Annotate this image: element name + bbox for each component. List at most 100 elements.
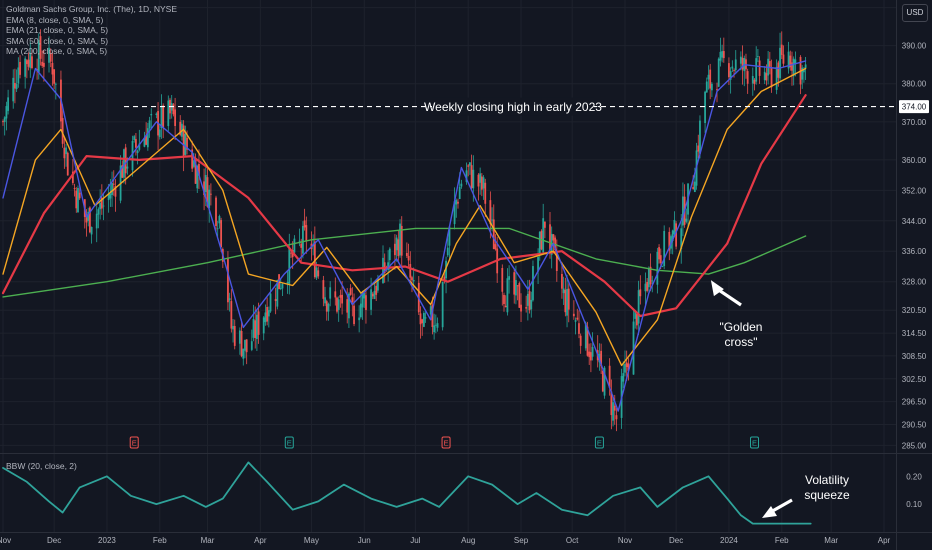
candle-body <box>717 58 720 87</box>
candle-body <box>492 219 495 250</box>
candle-body <box>608 365 611 388</box>
candle-body <box>508 276 511 280</box>
candle-body <box>441 281 444 328</box>
candle-body <box>65 147 67 155</box>
candle-body <box>576 317 579 320</box>
candle-body <box>264 312 267 323</box>
candle-body <box>337 299 340 310</box>
candle-body <box>578 323 580 334</box>
candle-body <box>610 391 613 416</box>
candle-body <box>71 171 74 183</box>
candle-body <box>460 183 463 187</box>
candle-body <box>399 223 401 256</box>
earnings-marker-label: E <box>597 439 602 448</box>
time-tick-label: Dec <box>47 536 61 545</box>
time-tick-label: 2023 <box>98 536 116 545</box>
candle-body <box>429 306 432 315</box>
candle-body <box>562 288 565 294</box>
price-tick-label: 314.50 <box>902 329 927 338</box>
sma50-line <box>1 94 807 318</box>
candle-body <box>388 248 391 261</box>
candle-body <box>448 226 451 246</box>
bbw-line <box>2 461 812 525</box>
candle-body <box>14 82 16 89</box>
candle-body <box>601 370 604 392</box>
candle-body <box>494 244 497 250</box>
candle-body <box>421 319 424 324</box>
candle-body <box>12 77 15 102</box>
candle-body <box>167 100 170 127</box>
candle-body <box>75 190 78 209</box>
candle-body <box>457 201 459 204</box>
candle-body <box>228 298 231 301</box>
candle-body <box>649 266 652 285</box>
candle-body <box>317 270 320 277</box>
price-tick-label: 296.50 <box>902 398 927 407</box>
candle-body <box>53 69 56 84</box>
candle-body <box>66 152 69 176</box>
candle-body <box>254 320 257 338</box>
candle-body <box>41 61 44 66</box>
candle-body <box>155 113 158 116</box>
candle-body <box>722 51 725 59</box>
candle-body <box>586 326 589 356</box>
candle-body <box>590 352 592 361</box>
candle-body <box>382 257 384 283</box>
candle-body <box>770 67 773 88</box>
candle-body <box>87 211 90 221</box>
candle-body <box>133 136 136 141</box>
candle-body <box>126 166 129 169</box>
candle-body <box>733 70 735 71</box>
price-tick-label: 302.50 <box>902 375 927 384</box>
candle-body <box>658 247 660 260</box>
candle-body <box>387 262 390 270</box>
bbw-legend: BBW (20, close, 2) <box>6 461 77 471</box>
weekly-high-label-bg <box>432 97 594 116</box>
candle-body <box>644 283 647 292</box>
candle-body <box>647 268 650 288</box>
candle-body <box>525 307 528 309</box>
candle-body <box>615 415 618 420</box>
candle-body <box>469 162 471 166</box>
candle-body <box>792 58 795 77</box>
candle-body <box>397 239 400 257</box>
candle-body <box>24 58 27 77</box>
currency-button[interactable]: USD <box>902 4 928 22</box>
candle-body <box>639 289 642 297</box>
candle-body <box>709 69 712 89</box>
candle-body <box>348 293 350 319</box>
golden-cross-label-line1: "Golden <box>720 320 763 334</box>
candle-body <box>238 330 241 344</box>
price-tag-bg <box>899 100 929 114</box>
earnings-marker <box>441 436 451 449</box>
candle-body <box>138 143 141 150</box>
candle-body <box>114 186 117 197</box>
candle-body <box>184 133 187 155</box>
candle-body <box>579 335 582 346</box>
candle-body <box>145 135 148 145</box>
candle-body <box>351 297 354 303</box>
candle-body <box>358 317 361 321</box>
candle-body <box>363 293 366 299</box>
candle-body <box>29 53 32 68</box>
candle-body <box>719 51 722 61</box>
candle-body <box>194 160 197 184</box>
candle-body <box>325 301 328 312</box>
candle-body <box>25 60 28 65</box>
ma200-line <box>2 227 807 298</box>
candle-body <box>659 255 662 264</box>
candle-body <box>112 183 115 185</box>
candle-body <box>479 173 482 183</box>
candle-body <box>561 274 563 289</box>
candle-body <box>542 218 545 253</box>
candle-body <box>651 280 654 282</box>
candle-body <box>513 272 516 295</box>
candle-body <box>661 266 664 268</box>
candle-body <box>682 196 684 226</box>
candle-body <box>549 224 551 251</box>
candle-body <box>515 280 517 296</box>
time-tick-label: 2024 <box>720 536 738 545</box>
candle-body <box>472 169 475 189</box>
volatility-label-line2: squeeze <box>804 488 850 502</box>
